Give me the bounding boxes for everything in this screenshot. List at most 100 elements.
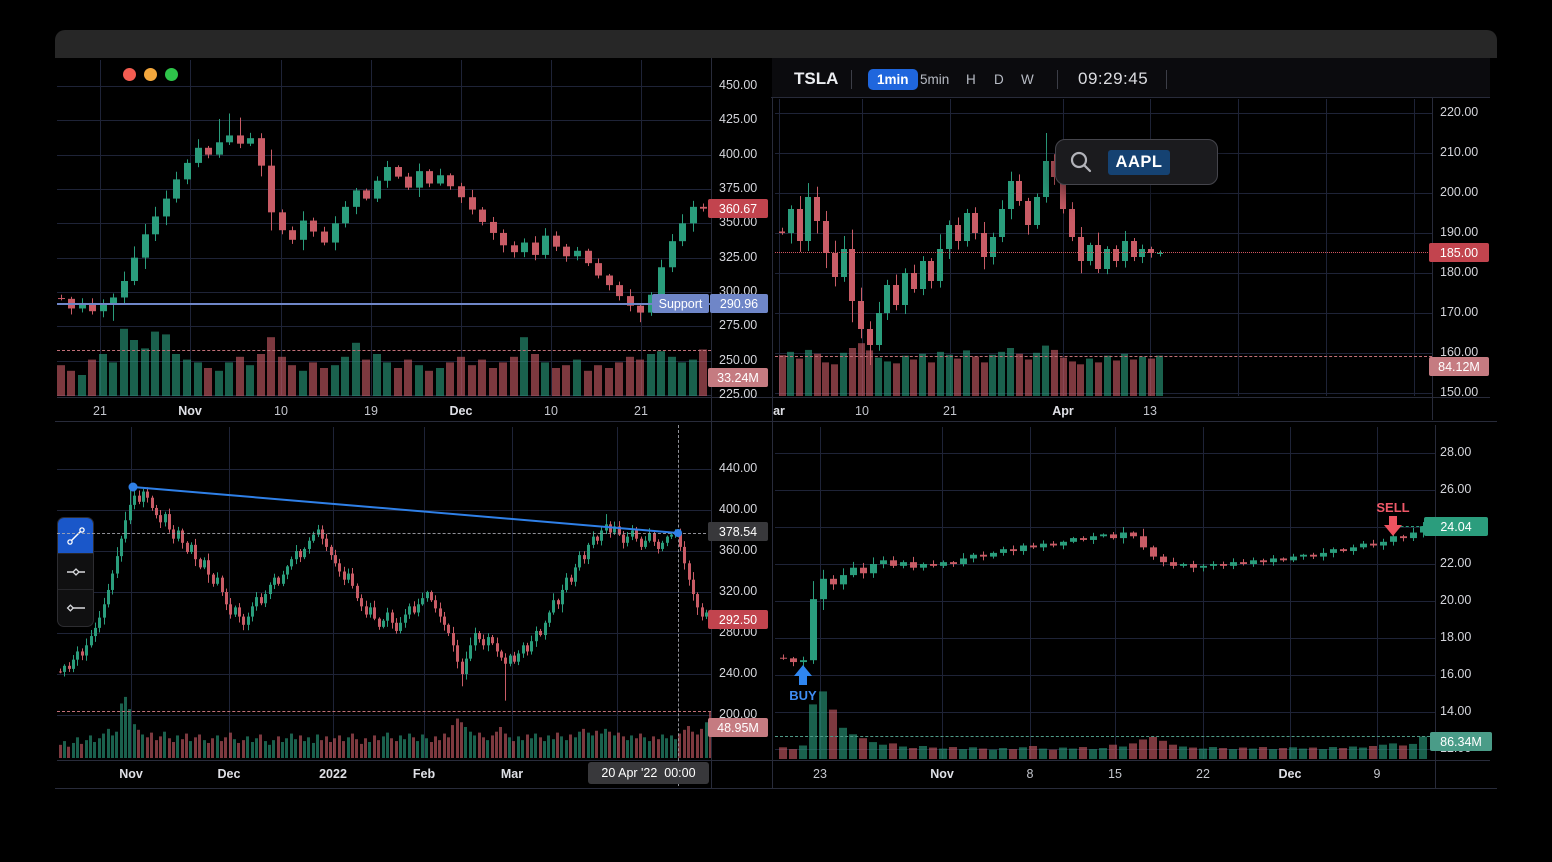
search-input[interactable]: AAPL	[1108, 149, 1170, 175]
buy-marker-label: BUY	[789, 688, 817, 703]
window-bottom-border	[55, 788, 1497, 789]
y-axis-label: 16.00	[1440, 667, 1472, 681]
timeframe-5min[interactable]: 5min	[920, 72, 950, 87]
x-axis-label: 23	[813, 767, 827, 781]
support-value-badge: 290.96	[710, 294, 768, 313]
x-axis-label: Nov	[178, 404, 202, 418]
x-axis-label: Apr	[1052, 404, 1074, 418]
sell-marker-label: SELL	[1376, 500, 1410, 515]
y-axis-label: 20.00	[1440, 593, 1472, 607]
horizontal-line-icon	[66, 567, 85, 576]
y-axis-label: 250.00	[719, 352, 758, 367]
x-axis-label: Mar	[500, 767, 524, 781]
tr-last-price-badge: 185.00	[1429, 243, 1489, 262]
x-axis-label: 8	[1026, 767, 1034, 781]
y-axis-label: 225.00	[719, 386, 758, 401]
panel-divider-vertical[interactable]	[772, 58, 773, 788]
crosshair-horizontal	[57, 533, 711, 534]
symbol-search-box[interactable]: AAPL	[1055, 139, 1218, 185]
x-axis-label: ar	[773, 404, 785, 418]
timeframe-h[interactable]: H	[966, 72, 976, 87]
horizontal-line-tool-button[interactable]	[58, 554, 93, 590]
tr-volume-badge: 84.12M	[1429, 357, 1489, 376]
bl-last-price-badge: 292.50	[708, 610, 768, 629]
x-axis-label: 10	[274, 404, 288, 418]
y-axis-label: 350.00	[719, 215, 758, 230]
header-divider	[1166, 70, 1167, 89]
ray-icon	[66, 604, 85, 612]
y-axis-label: 200.00	[719, 707, 758, 721]
x-axis-label: 21	[943, 404, 957, 418]
br-volume-badge: 86.34M	[1430, 732, 1492, 751]
clock: 09:29:45	[1078, 69, 1149, 88]
x-axis-label: 15	[1108, 767, 1122, 781]
x-axis-label: Nov	[930, 767, 954, 781]
panel-divider-horizontal[interactable]	[55, 421, 1497, 422]
x-axis-label: Dec	[449, 404, 473, 418]
header-bottom-border	[771, 97, 1490, 98]
timeframe-w[interactable]: W	[1021, 72, 1034, 87]
tl-volume-badge: 33.24M	[708, 368, 768, 387]
br-last-price-line	[1390, 526, 1435, 527]
x-axis-label: 9	[1373, 767, 1381, 781]
header-divider	[851, 70, 852, 89]
x-axis-label: 2022	[319, 767, 347, 781]
br-last-price-badge: 24.04	[1424, 517, 1488, 536]
y-axis-label: 425.00	[719, 112, 758, 127]
bl-volume-badge: 48.95M	[708, 718, 768, 737]
y-axis-label: 150.00	[1440, 385, 1479, 399]
ray-tool-button[interactable]	[58, 590, 93, 626]
symbol-label: TSLA	[794, 69, 839, 88]
drawing-toolbar	[57, 517, 94, 627]
bl-volume-level-line	[57, 711, 711, 712]
trendline-tool-button[interactable]	[58, 518, 93, 554]
top-right-axis-border[interactable]	[1432, 58, 1433, 420]
y-axis-label: 275.00	[719, 318, 758, 333]
y-axis-label: 28.00	[1440, 445, 1472, 459]
tr-volume-level-line	[775, 356, 1432, 357]
top-time-axis-border	[57, 397, 1490, 398]
y-axis-label: 190.00	[1440, 225, 1479, 239]
y-axis-label: 220.00	[1440, 105, 1479, 119]
br-volume-level-line	[775, 736, 1435, 737]
y-axis-label: 400.00	[719, 146, 758, 161]
bl-crosshair-price-badge: 378.54	[708, 522, 768, 541]
y-axis-label: 240.00	[719, 666, 758, 680]
timeframe-d[interactable]: D	[994, 72, 1004, 87]
tr-last-price-line	[775, 252, 1432, 253]
x-axis-label: Dec	[217, 767, 241, 781]
y-axis-label: 18.00	[1440, 630, 1472, 644]
x-axis-label: Nov	[119, 767, 143, 781]
y-axis-label: 450.00	[719, 78, 758, 92]
support-line[interactable]	[57, 303, 711, 305]
y-axis-label: 26.00	[1440, 482, 1472, 496]
x-axis-label: 10	[544, 404, 558, 418]
y-axis-label: 210.00	[1440, 145, 1479, 159]
y-axis-label: 320.00	[719, 584, 758, 598]
x-axis-label: 21	[634, 404, 648, 418]
y-axis-label: 325.00	[719, 249, 758, 264]
bl-crosshair-time-badge: 20 Apr '22 00:00	[588, 762, 709, 784]
y-axis-label: 200.00	[1440, 185, 1479, 199]
bottom-time-axis-border	[57, 760, 1490, 761]
support-label-badge[interactable]: Support	[652, 294, 709, 313]
x-axis-label: 19	[364, 404, 378, 418]
y-axis-label: 375.00	[719, 180, 758, 195]
x-axis-label: Feb	[412, 767, 436, 781]
x-axis-label: 22	[1196, 767, 1210, 781]
y-axis-label: 400.00	[719, 502, 758, 516]
left-price-axis-border[interactable]	[711, 58, 712, 788]
y-axis-label: 170.00	[1440, 305, 1479, 319]
x-axis-label: 21	[93, 404, 107, 418]
y-axis-label: 360.00	[719, 543, 758, 557]
trendline-icon	[66, 526, 85, 545]
search-value: AAPL	[1115, 152, 1163, 171]
bottom-right-axis-border[interactable]	[1435, 425, 1436, 788]
y-axis-label: 440.00	[719, 461, 758, 475]
timeframe-1min[interactable]: 1min	[868, 69, 918, 90]
y-axis-label: 160.00	[1440, 345, 1479, 359]
y-axis-label: 180.00	[1440, 265, 1479, 279]
search-icon	[1070, 151, 1092, 173]
